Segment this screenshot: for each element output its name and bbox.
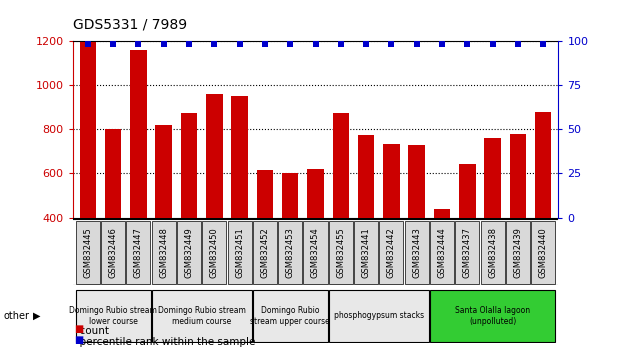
Bar	[253, 221, 277, 284]
Point	[260, 41, 270, 47]
Bar	[232, 96, 248, 218]
Text: GSM832440: GSM832440	[539, 227, 548, 278]
Bar	[535, 112, 551, 218]
Text: GSM832441: GSM832441	[362, 227, 370, 278]
Text: GSM832448: GSM832448	[159, 227, 168, 278]
Point	[184, 41, 194, 47]
Bar	[257, 170, 273, 218]
Bar	[459, 164, 476, 218]
Point	[108, 41, 118, 47]
Point	[437, 41, 447, 47]
Bar	[76, 221, 100, 284]
Point	[463, 41, 473, 47]
Text: Santa Olalla lagoon
(unpolluted): Santa Olalla lagoon (unpolluted)	[455, 306, 530, 326]
Bar	[180, 113, 198, 218]
Point	[209, 41, 220, 47]
Text: GSM832452: GSM832452	[261, 227, 269, 278]
Point	[133, 41, 143, 47]
Bar	[329, 290, 429, 342]
Bar	[510, 133, 526, 218]
Text: GSM832450: GSM832450	[209, 227, 219, 278]
Text: phosphogypsum stacks: phosphogypsum stacks	[334, 312, 424, 320]
Point	[488, 41, 498, 47]
Bar	[354, 221, 378, 284]
Bar	[481, 221, 505, 284]
Bar	[105, 129, 121, 218]
Text: GDS5331 / 7989: GDS5331 / 7989	[73, 18, 187, 32]
Bar	[485, 138, 501, 218]
Bar	[531, 221, 555, 284]
Bar	[80, 42, 96, 218]
Text: GSM832444: GSM832444	[437, 227, 447, 278]
Bar	[506, 221, 530, 284]
Bar	[126, 221, 150, 284]
Bar	[203, 221, 227, 284]
Text: GSM832454: GSM832454	[311, 227, 320, 278]
Text: GSM832437: GSM832437	[463, 227, 472, 278]
Bar	[358, 135, 374, 218]
Bar	[304, 221, 327, 284]
Text: GSM832438: GSM832438	[488, 227, 497, 278]
Text: ■: ■	[74, 324, 83, 334]
Bar	[177, 221, 201, 284]
Bar	[408, 145, 425, 218]
Text: GSM832455: GSM832455	[336, 227, 345, 278]
Text: GSM832453: GSM832453	[286, 227, 295, 278]
Point	[158, 41, 168, 47]
Point	[336, 41, 346, 47]
Point	[513, 41, 523, 47]
Text: Domingo Rubio
stream upper course: Domingo Rubio stream upper course	[251, 306, 330, 326]
Bar	[130, 50, 146, 218]
Bar	[333, 113, 349, 218]
Bar	[379, 221, 403, 284]
Bar	[430, 221, 454, 284]
Bar	[278, 221, 302, 284]
Bar	[383, 144, 399, 218]
Bar	[76, 290, 151, 342]
Text: ▶: ▶	[33, 311, 40, 321]
Point	[538, 41, 548, 47]
Text: GSM832443: GSM832443	[412, 227, 422, 278]
Point	[361, 41, 371, 47]
Text: Domingo Rubio stream
medium course: Domingo Rubio stream medium course	[158, 306, 245, 326]
Bar	[155, 125, 172, 218]
Text: GSM832439: GSM832439	[514, 227, 522, 278]
Bar	[433, 209, 451, 218]
Bar	[329, 221, 353, 284]
Bar	[151, 221, 175, 284]
Text: percentile rank within the sample: percentile rank within the sample	[73, 337, 255, 347]
Text: Domingo Rubio stream
lower course: Domingo Rubio stream lower course	[69, 306, 157, 326]
Text: GSM832445: GSM832445	[83, 227, 92, 278]
Text: GSM832447: GSM832447	[134, 227, 143, 278]
Text: ■: ■	[74, 335, 83, 345]
Text: count: count	[73, 326, 109, 336]
Text: GSM832449: GSM832449	[184, 227, 194, 278]
Text: other: other	[3, 311, 29, 321]
Point	[83, 41, 93, 47]
Bar	[430, 290, 555, 342]
Bar	[253, 290, 327, 342]
Bar	[151, 290, 252, 342]
Point	[285, 41, 295, 47]
Bar	[456, 221, 480, 284]
Point	[310, 41, 321, 47]
Bar	[206, 94, 223, 218]
Point	[386, 41, 396, 47]
Point	[411, 41, 422, 47]
Bar	[282, 173, 298, 218]
Text: GSM832446: GSM832446	[109, 227, 117, 278]
Bar	[228, 221, 252, 284]
Point	[235, 41, 245, 47]
Bar	[307, 169, 324, 218]
Bar	[404, 221, 428, 284]
Text: GSM832442: GSM832442	[387, 227, 396, 278]
Bar	[101, 221, 125, 284]
Text: GSM832451: GSM832451	[235, 227, 244, 278]
